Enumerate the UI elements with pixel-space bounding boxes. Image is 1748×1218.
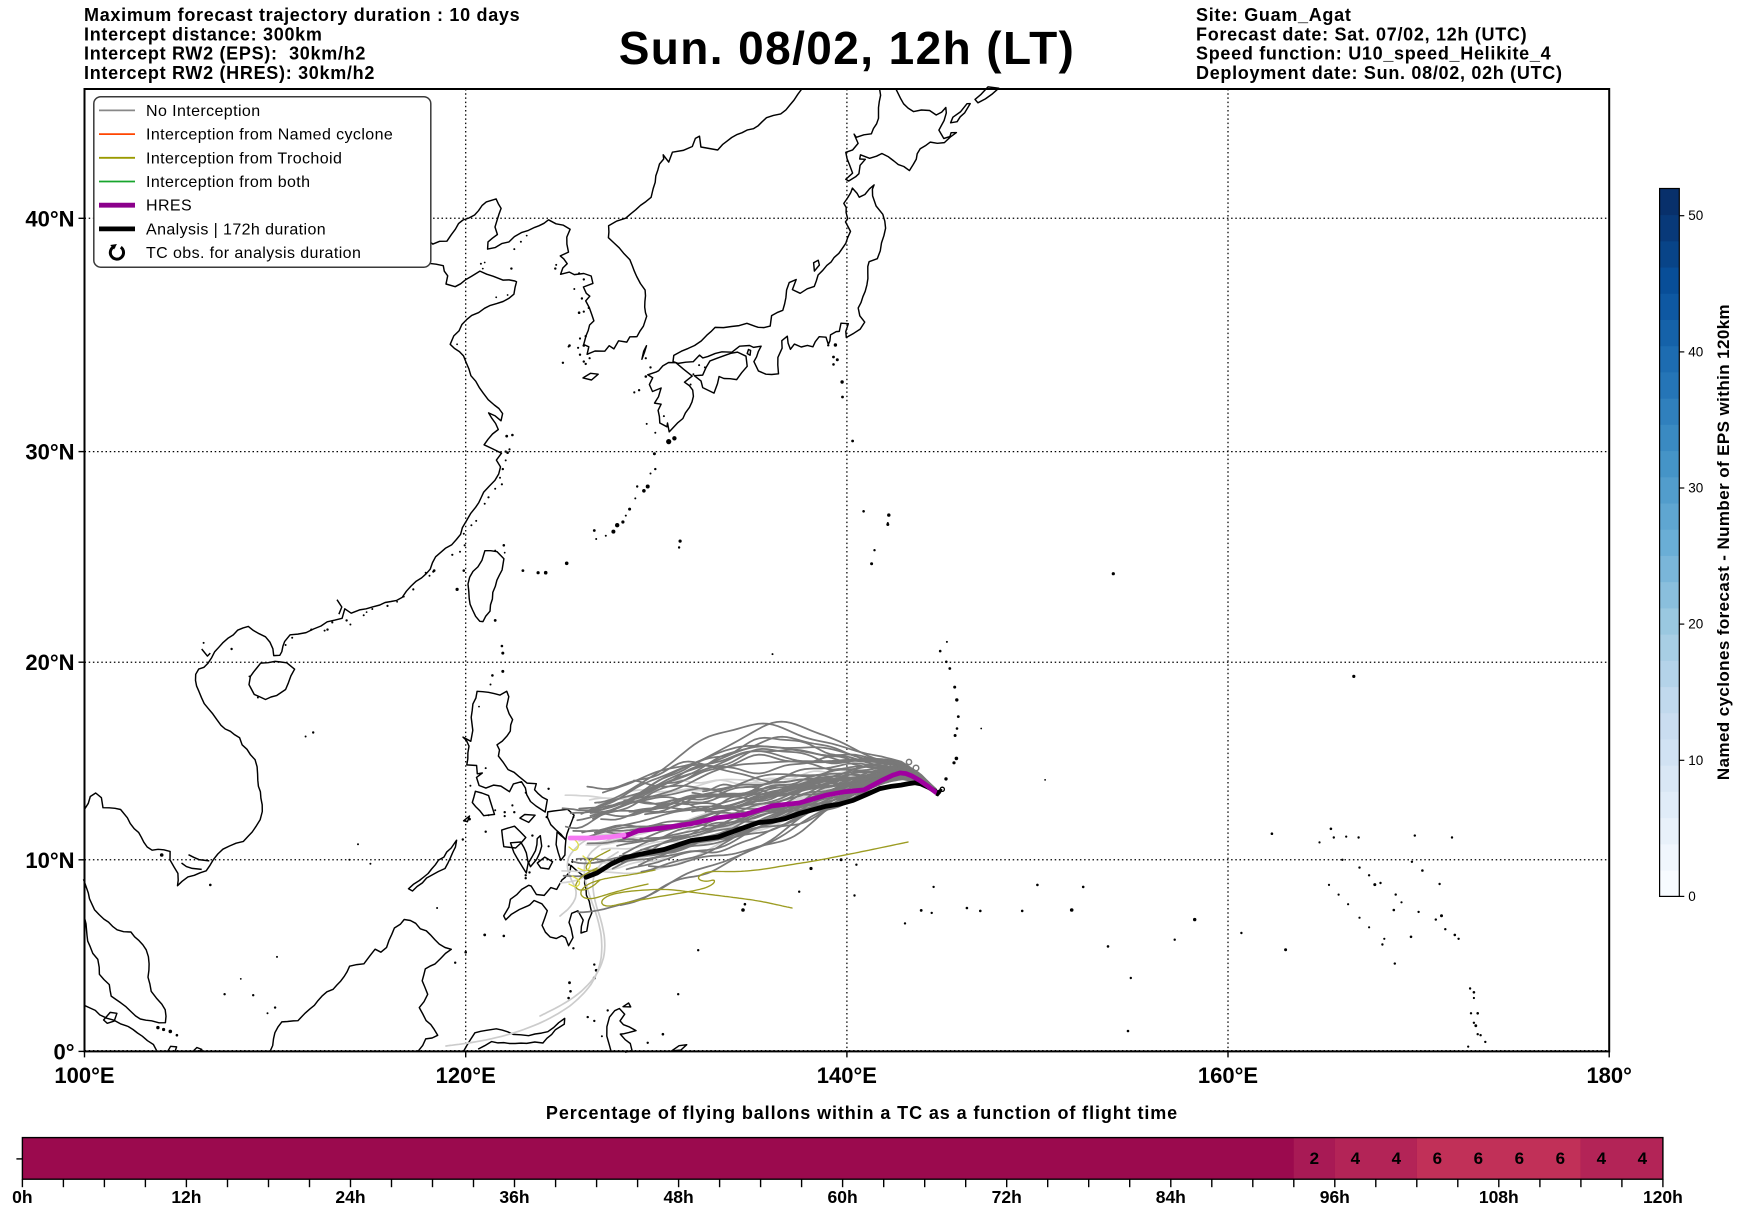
svg-text:HRES: HRES bbox=[146, 198, 192, 215]
svg-text:6: 6 bbox=[1515, 1149, 1524, 1168]
svg-text:20: 20 bbox=[1688, 617, 1703, 632]
svg-text:60h: 60h bbox=[828, 1187, 858, 1207]
svg-text:72h: 72h bbox=[992, 1187, 1022, 1207]
svg-text:180°: 180° bbox=[1586, 1063, 1632, 1088]
svg-text:4: 4 bbox=[1597, 1149, 1607, 1168]
svg-text:50: 50 bbox=[1688, 208, 1703, 223]
svg-text:40: 40 bbox=[1688, 344, 1703, 359]
svg-text:Sun. 08/02, 12h (LT): Sun. 08/02, 12h (LT) bbox=[619, 22, 1076, 74]
svg-text:4: 4 bbox=[1351, 1149, 1361, 1168]
svg-text:24h: 24h bbox=[335, 1187, 365, 1207]
svg-text:6: 6 bbox=[1474, 1149, 1483, 1168]
svg-text:Intercept RW2 (EPS): 30km/h2: Intercept RW2 (EPS): 30km/h2 bbox=[84, 44, 366, 64]
svg-text:36h: 36h bbox=[499, 1187, 529, 1207]
svg-text:96h: 96h bbox=[1320, 1187, 1350, 1207]
svg-text:Speed function: U10_speed_Heli: Speed function: U10_speed_Helikite_4 bbox=[1196, 44, 1551, 64]
svg-text:4: 4 bbox=[1638, 1149, 1648, 1168]
svg-text:TC obs. for analysis duration: TC obs. for analysis duration bbox=[146, 245, 361, 262]
svg-text:6: 6 bbox=[1556, 1149, 1565, 1168]
svg-text:Deployment date: Sun. 08/02, 0: Deployment date: Sun. 08/02, 02h (UTC) bbox=[1196, 63, 1563, 83]
svg-text:108h: 108h bbox=[1479, 1187, 1519, 1207]
svg-text:160°E: 160°E bbox=[1198, 1063, 1258, 1088]
svg-text:0: 0 bbox=[1688, 889, 1696, 904]
svg-text:48h: 48h bbox=[664, 1187, 694, 1207]
svg-text:30: 30 bbox=[1688, 481, 1703, 496]
svg-text:0h: 0h bbox=[12, 1187, 32, 1207]
svg-text:Percentage of flying ballons w: Percentage of flying ballons within a TC… bbox=[546, 1103, 1178, 1123]
svg-text:0°: 0° bbox=[53, 1039, 74, 1064]
svg-text:100°E: 100°E bbox=[54, 1063, 114, 1088]
svg-text:Named cyclones forecast - Numb: Named cyclones forecast - Number of EPS … bbox=[1714, 304, 1733, 780]
svg-text:Analysis | 172h duration: Analysis | 172h duration bbox=[146, 221, 326, 238]
svg-text:Forecast date: Sat. 07/02, 12h: Forecast date: Sat. 07/02, 12h (UTC) bbox=[1196, 24, 1527, 44]
svg-text:Site: Guam_Agat: Site: Guam_Agat bbox=[1196, 5, 1352, 25]
svg-text:20°N: 20°N bbox=[25, 650, 74, 675]
svg-text:120°E: 120°E bbox=[436, 1063, 496, 1088]
svg-text:Interception from Trochoid: Interception from Trochoid bbox=[146, 150, 342, 167]
svg-text:30°N: 30°N bbox=[25, 440, 74, 465]
svg-text:84h: 84h bbox=[1156, 1187, 1186, 1207]
svg-text:Intercept distance: 300km: Intercept distance: 300km bbox=[84, 24, 323, 44]
svg-text:Intercept RW2 (HRES): 30km/h2: Intercept RW2 (HRES): 30km/h2 bbox=[84, 63, 375, 83]
svg-text:40°N: 40°N bbox=[25, 206, 74, 231]
svg-text:120h: 120h bbox=[1643, 1187, 1683, 1207]
svg-text:Interception from Named cyclon: Interception from Named cyclone bbox=[146, 127, 393, 144]
svg-text:140°E: 140°E bbox=[817, 1063, 877, 1088]
svg-text:4: 4 bbox=[1392, 1149, 1402, 1168]
svg-text:Interception from both: Interception from both bbox=[146, 174, 310, 191]
svg-text:2: 2 bbox=[1310, 1149, 1319, 1168]
svg-text:10°N: 10°N bbox=[25, 848, 74, 873]
svg-text:Maximum forecast trajectory du: Maximum forecast trajectory duration : 1… bbox=[84, 5, 520, 25]
svg-text:12h: 12h bbox=[171, 1187, 201, 1207]
svg-text:No Interception: No Interception bbox=[146, 103, 261, 120]
svg-text:6: 6 bbox=[1433, 1149, 1442, 1168]
svg-text:10: 10 bbox=[1688, 753, 1703, 768]
